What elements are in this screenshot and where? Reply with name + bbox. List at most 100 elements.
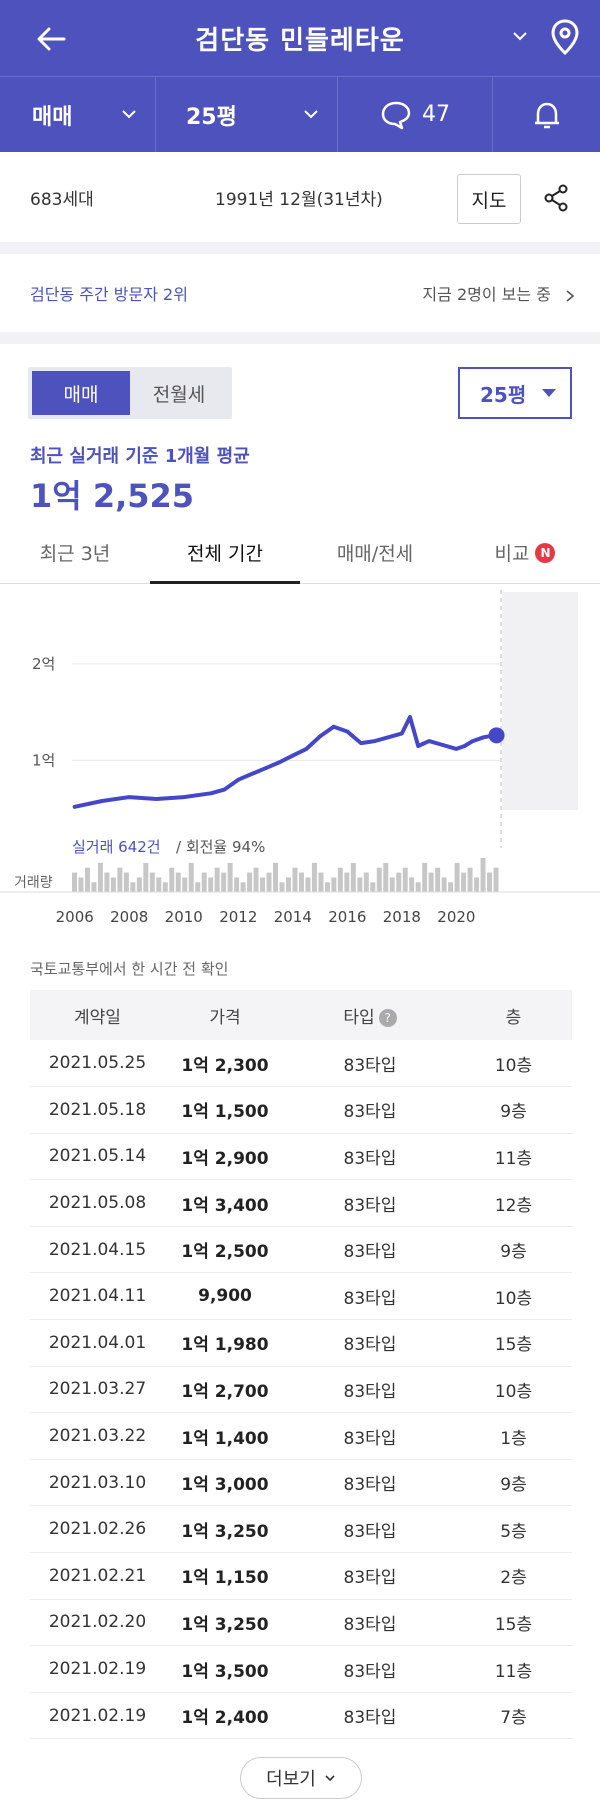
volume-bar (331, 877, 337, 892)
price-point (440, 743, 445, 747)
tab-all-period[interactable]: 전체 기간 (150, 522, 300, 584)
header-price: 가격 (165, 990, 285, 1040)
volume-bar (337, 867, 343, 892)
volume-bar (286, 877, 291, 892)
trade-type-select[interactable]: 매매 (0, 77, 156, 152)
table-row: 2021.02.19 1억 2,400 83타입 7층 (30, 1692, 572, 1740)
price: 1억 2,300 (165, 1040, 285, 1088)
comments-button[interactable]: 47 (338, 77, 493, 152)
volume-bar (201, 872, 207, 892)
load-more-label: 더보기 (266, 1769, 316, 1789)
volume-bar (72, 872, 77, 892)
price-point (318, 734, 322, 739)
help-icon[interactable]: ? (378, 1008, 397, 1027)
average-price: 1억 2,525 (30, 477, 195, 515)
price: 1억 1,150 (165, 1552, 285, 1600)
tab-sale-vs-jeonse[interactable]: 매매/전세 (336, 543, 414, 565)
map-button[interactable]: 지도 (457, 174, 521, 224)
volume-bar (97, 862, 103, 892)
price: 1억 2,400 (165, 1692, 285, 1740)
unit-type: 83타입 (285, 1552, 455, 1600)
price-point (386, 735, 391, 740)
volume-bar (273, 862, 279, 892)
chevron-right-icon (566, 289, 575, 302)
new-badge: N (535, 542, 556, 563)
y-tick-label: 1억 (32, 751, 55, 769)
x-tick-label: 2008 (110, 908, 148, 926)
load-more-button[interactable]: 더보기 (240, 1757, 362, 1799)
price-point (454, 747, 459, 751)
area-dropdown[interactable]: 25평 (458, 367, 572, 419)
price: 1억 3,000 (165, 1459, 285, 1507)
unit-type: 83타입 (285, 1086, 455, 1134)
x-tick-label: 2010 (165, 908, 203, 926)
price-point (263, 766, 268, 770)
volume-bar (305, 877, 311, 892)
table-row: 2021.03.27 1억 2,700 83타입 10층 (30, 1366, 572, 1414)
volume-bar (363, 872, 369, 892)
volume-bar (383, 862, 389, 892)
price: 1억 2,700 (165, 1366, 285, 1414)
unit-type: 83타입 (285, 1599, 455, 1647)
segment-sale[interactable]: 매매 (32, 371, 130, 415)
volume-bar (480, 858, 486, 892)
visitor-row[interactable]: 검단동 주간 방문자 2위 지금 2명이 보는 중 (0, 254, 600, 332)
volume-bar (409, 877, 415, 892)
volume-bar (454, 862, 460, 892)
notification-button[interactable] (493, 77, 600, 152)
volume-bar (221, 872, 227, 892)
area-select[interactable]: 25평 (156, 77, 338, 152)
contract-date: 2021.05.14 (30, 1133, 165, 1181)
tab-recent-3y[interactable]: 최근 3년 (39, 543, 111, 565)
volume-bar (461, 872, 467, 892)
volume-bar (311, 862, 317, 892)
contract-date: 2021.02.19 (30, 1645, 165, 1693)
volume-bar (149, 872, 155, 892)
households: 683세대 (30, 189, 94, 210)
volume-bar (123, 872, 129, 892)
price-point (416, 744, 421, 748)
price-point (481, 735, 486, 740)
floor: 11층 (455, 1133, 572, 1181)
volume-bar (169, 867, 175, 892)
x-tick-label: 2006 (56, 908, 94, 926)
volume-bar (389, 877, 395, 892)
price: 1억 3,250 (165, 1505, 285, 1554)
divider (0, 242, 600, 254)
share-icon[interactable] (543, 184, 569, 212)
volume-bar (370, 882, 376, 892)
floor: 12층 (455, 1179, 572, 1227)
triangle-down-icon (542, 389, 556, 397)
data-source-note: 국토교통부에서 한 시간 전 확인 (30, 960, 229, 978)
volume-bar (227, 862, 233, 892)
table-row: 2021.02.26 1억 3,250 83타입 5층 (30, 1505, 572, 1554)
location-pin-icon[interactable] (549, 18, 581, 56)
back-arrow-icon[interactable] (34, 22, 68, 56)
price: 1억 1,980 (165, 1319, 285, 1367)
bell-icon (534, 102, 559, 128)
unit-type: 83타입 (285, 1692, 455, 1740)
volume-bar (208, 877, 214, 892)
period-tabs: 최근 3년 전체 기간 매매/전세 비교 N (0, 522, 600, 584)
tab-compare[interactable]: 비교 N (450, 522, 600, 583)
header-floor: 층 (455, 990, 572, 1040)
volume-bar (260, 877, 266, 892)
floor: 9층 (455, 1226, 572, 1274)
average-label: 최근 실거래 기준 1개월 평균 (30, 446, 250, 467)
price-point (372, 739, 377, 743)
floor: 15층 (455, 1319, 572, 1367)
volume-bar (214, 867, 220, 892)
chevron-down-icon[interactable] (512, 28, 528, 44)
volume-bar (162, 882, 168, 892)
price-point (154, 797, 159, 801)
volume-bar (376, 867, 382, 892)
unit-type: 83타입 (285, 1179, 455, 1227)
floor: 10층 (455, 1366, 572, 1414)
segment-rent[interactable]: 전월세 (152, 383, 206, 406)
contract-date: 2021.02.20 (30, 1599, 165, 1647)
unit-type: 83타입 (285, 1319, 455, 1367)
x-tick-label: 2018 (383, 908, 421, 926)
contract-date: 2021.04.11 (30, 1272, 165, 1321)
price-point (277, 760, 281, 765)
